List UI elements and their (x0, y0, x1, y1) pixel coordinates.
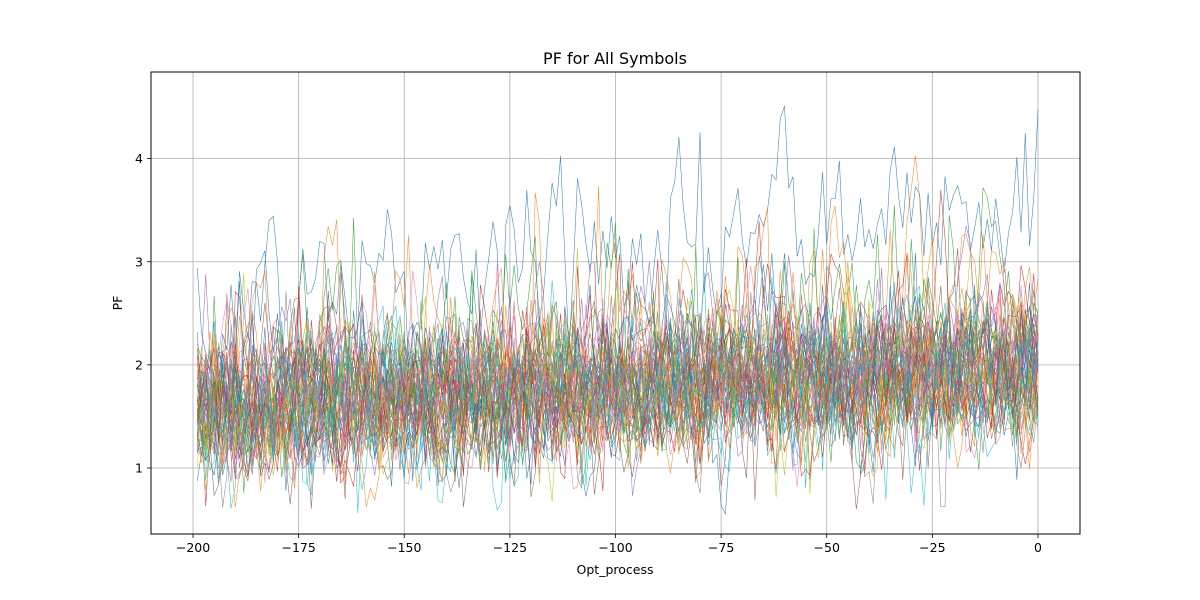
x-tick-label: −200 (176, 540, 210, 555)
series-line (197, 333, 1039, 461)
x-tick-label: −50 (814, 540, 840, 555)
x-tick-label: −150 (387, 540, 421, 555)
axis-ticks: −200 −175 −150 −125 −100 −75 −50 −25 0 1 2 3 4 (135, 151, 1042, 555)
series-line (197, 281, 1039, 508)
series-line (196, 317, 1039, 480)
series-line (196, 187, 1039, 493)
x-tick-label: −100 (598, 540, 632, 555)
series-line (196, 294, 1039, 509)
series-line (196, 251, 1039, 498)
y-tick-label: 3 (135, 254, 143, 269)
y-tick-label: 2 (135, 357, 143, 372)
series-line (196, 306, 1039, 485)
y-axis-label: PF (110, 296, 125, 311)
series-line (197, 290, 1039, 479)
series-line (196, 105, 1039, 396)
series-line (196, 291, 1039, 504)
chart-title: PF for All Symbols (543, 49, 687, 68)
series-line (196, 298, 1039, 504)
x-tick-label: 0 (1034, 540, 1042, 555)
series-line (196, 294, 1039, 437)
y-tick-label: 1 (135, 461, 143, 476)
y-tick-label: 4 (135, 151, 143, 166)
x-tick-label: −75 (708, 540, 734, 555)
series-line (196, 261, 1039, 508)
x-tick-label: −125 (493, 540, 527, 555)
x-tick-label: −25 (919, 540, 945, 555)
series-lines (196, 105, 1039, 515)
series-line (196, 296, 1039, 459)
x-axis-label: Opt_process (577, 562, 654, 577)
x-tick-label: −175 (281, 540, 315, 555)
